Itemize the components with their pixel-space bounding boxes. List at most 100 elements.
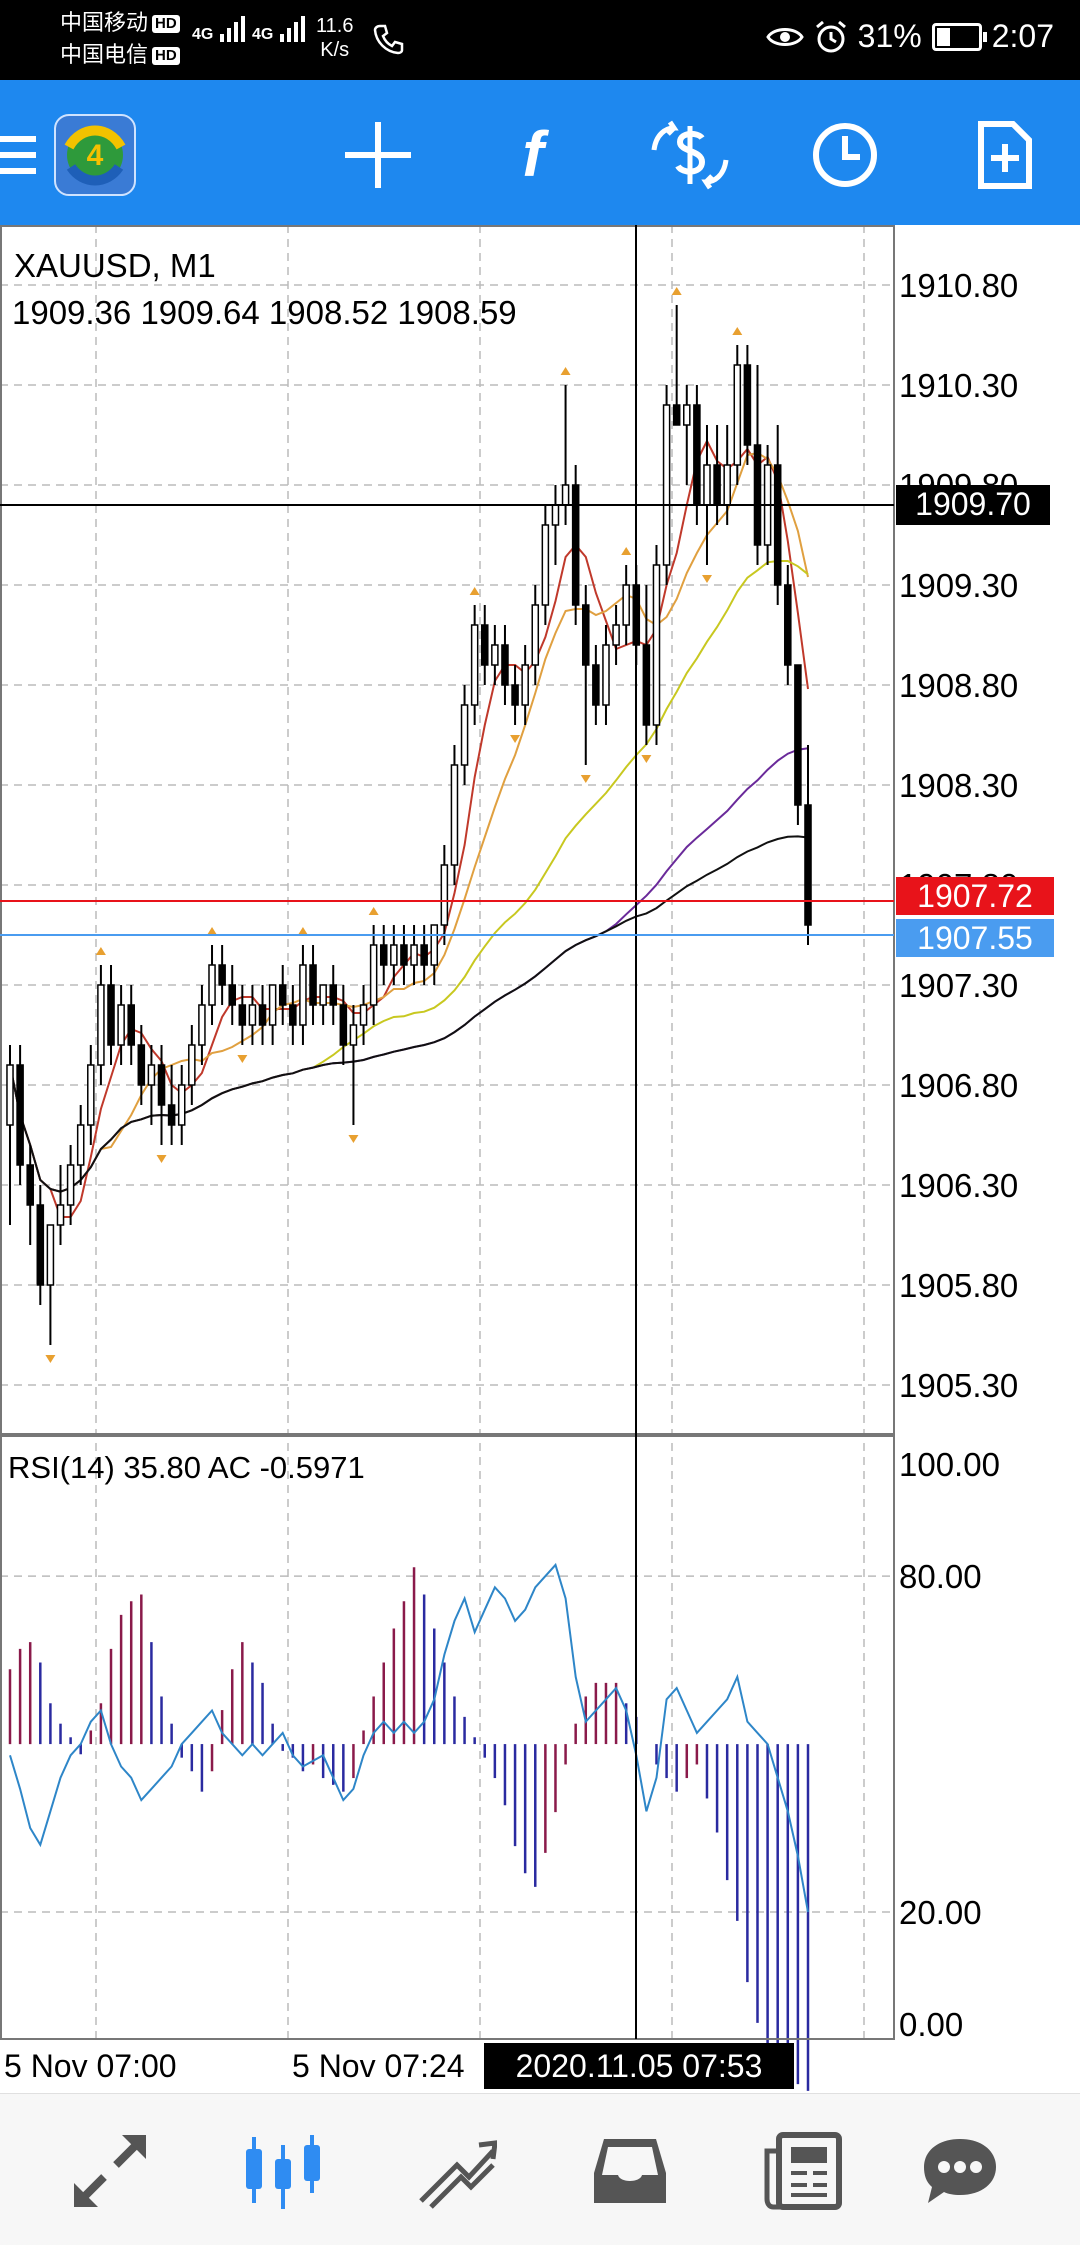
status-right: 31% 2:07 bbox=[765, 18, 1054, 55]
app-logo-button[interactable]: 4 bbox=[50, 110, 140, 200]
crosshair-button[interactable] bbox=[333, 110, 423, 200]
candle-bullish bbox=[602, 644, 610, 706]
ask-price-tag: 1907.72 bbox=[896, 877, 1054, 915]
nav-chart[interactable] bbox=[228, 2116, 338, 2226]
candle-bearish bbox=[26, 1164, 34, 1206]
indicators-button[interactable]: f bbox=[488, 110, 578, 200]
menu-button[interactable] bbox=[0, 110, 50, 200]
crosshair-icon bbox=[345, 122, 411, 188]
candle-bullish bbox=[87, 1064, 95, 1126]
nav-news[interactable] bbox=[748, 2116, 858, 2226]
top-toolbar: 4 f bbox=[0, 80, 1080, 225]
candle-bearish bbox=[693, 404, 701, 506]
fractal-up-marker bbox=[207, 927, 218, 935]
candle-bullish bbox=[521, 664, 529, 706]
new-order-button[interactable] bbox=[960, 110, 1050, 200]
candle-bullish bbox=[46, 1224, 55, 1286]
candle-bearish bbox=[289, 1004, 297, 1026]
chart-area[interactable]: 1910.801910.301909.801909.301908.801908.… bbox=[0, 225, 1080, 2093]
carrier-2-name: 中国电信 bbox=[60, 42, 149, 67]
candle-bearish bbox=[309, 964, 317, 1006]
quotes-icon bbox=[74, 2135, 146, 2207]
candle-bullish bbox=[198, 1004, 206, 1046]
nav-quotes[interactable] bbox=[55, 2116, 165, 2226]
symbol-timeframe-label: XAUUSD, M1 bbox=[14, 247, 216, 284]
trade-button[interactable] bbox=[645, 110, 735, 200]
fractal-down-marker bbox=[641, 755, 652, 763]
carrier-1-name: 中国移动 bbox=[60, 10, 149, 35]
candle-bearish bbox=[480, 624, 489, 666]
rsi-axis-label: 0.00 bbox=[899, 2006, 963, 2043]
price-axis-label: 1906.30 bbox=[899, 1167, 1018, 1204]
candle-bullish bbox=[662, 404, 671, 566]
time-label-2: 5 Nov 07:24 bbox=[292, 2048, 465, 2084]
chart-icon bbox=[246, 2135, 320, 2209]
nav-trade[interactable] bbox=[402, 2116, 512, 2226]
candle-bullish bbox=[450, 764, 459, 866]
candle-bullish bbox=[349, 1024, 358, 1046]
candle-bullish bbox=[188, 1044, 196, 1086]
phone-icon bbox=[373, 24, 404, 55]
price-axis-label: 1906.80 bbox=[899, 1067, 1018, 1104]
candle-bearish bbox=[228, 984, 237, 1006]
fractal-up-marker bbox=[671, 287, 682, 295]
crosshair-price-value: 1909.70 bbox=[915, 486, 1031, 522]
hd-badge: HD bbox=[152, 15, 180, 34]
candle-bullish bbox=[208, 964, 216, 1006]
timeframe-icon bbox=[813, 123, 877, 187]
menu-icon bbox=[0, 136, 36, 174]
rsi-axis: 100.00 80.00 20.00 0.00 bbox=[899, 1446, 1000, 2043]
ohlc-values-label: 1909.36 1909.64 1908.52 1908.59 bbox=[12, 294, 517, 331]
price-axis-label: 1908.30 bbox=[899, 767, 1018, 804]
candle-bearish bbox=[36, 1204, 45, 1286]
candle-bullish bbox=[97, 984, 105, 1066]
fractal-down-marker bbox=[348, 1135, 359, 1143]
candle-bearish bbox=[258, 1004, 267, 1026]
candle-bullish bbox=[652, 564, 661, 726]
battery-percent: 31% bbox=[857, 18, 922, 54]
candle-bullish bbox=[622, 584, 630, 626]
fractal-down-marker bbox=[580, 775, 591, 783]
candle-bullish bbox=[430, 924, 439, 966]
crosshair-price-tag: 1909.70 bbox=[896, 485, 1050, 525]
trade-icon bbox=[651, 120, 729, 190]
candle-bullish bbox=[491, 644, 499, 666]
fractal-up-marker bbox=[95, 947, 106, 955]
candle-bullish bbox=[410, 944, 418, 966]
candle-bearish bbox=[329, 984, 338, 1006]
rsi-pane-frame bbox=[0, 1435, 895, 2040]
history-icon bbox=[594, 2139, 666, 2203]
rsi-axis-label: 80.00 bbox=[899, 1558, 982, 1595]
price-axis-label: 1908.80 bbox=[899, 667, 1018, 704]
rsi-pane bbox=[0, 1562, 894, 2091]
price-axis-label: 1905.80 bbox=[899, 1267, 1018, 1304]
candle-bearish bbox=[672, 404, 681, 426]
speed-unit: K/s bbox=[320, 39, 350, 61]
price-axis-label: 1910.30 bbox=[899, 367, 1018, 404]
fractal-down-marker bbox=[510, 735, 521, 743]
candle-bullish bbox=[56, 1204, 65, 1226]
price-axis-label: 1909.30 bbox=[899, 567, 1018, 604]
candle-bearish bbox=[16, 1064, 24, 1166]
carrier-2: 中国电信 HD bbox=[60, 42, 180, 68]
timeframe-button[interactable] bbox=[800, 110, 890, 200]
rsi-axis-label: 100.00 bbox=[899, 1446, 1000, 1483]
new-order-icon bbox=[978, 121, 1032, 189]
price-pane-frame bbox=[0, 225, 895, 1435]
candle-bullish bbox=[6, 1064, 14, 1126]
candle-bullish bbox=[551, 504, 560, 526]
fractal-up-marker bbox=[560, 367, 571, 375]
nav-chat[interactable] bbox=[905, 2116, 1015, 2226]
candle-bullish bbox=[460, 704, 469, 766]
candle-bullish bbox=[683, 404, 691, 426]
candle-bullish bbox=[359, 1004, 368, 1026]
moving-average-line-4 bbox=[9, 835, 809, 1193]
ask-price-value: 1907.72 bbox=[917, 878, 1033, 914]
candle-bearish bbox=[794, 664, 802, 806]
bottom-navigation bbox=[0, 2093, 1080, 2245]
candle-bullish bbox=[612, 624, 620, 646]
candle-bullish bbox=[531, 604, 540, 666]
nav-history[interactable] bbox=[575, 2116, 685, 2226]
eye-icon bbox=[765, 27, 804, 46]
chart-canvas[interactable]: 1910.801910.301909.801909.301908.801908.… bbox=[0, 225, 1080, 2093]
